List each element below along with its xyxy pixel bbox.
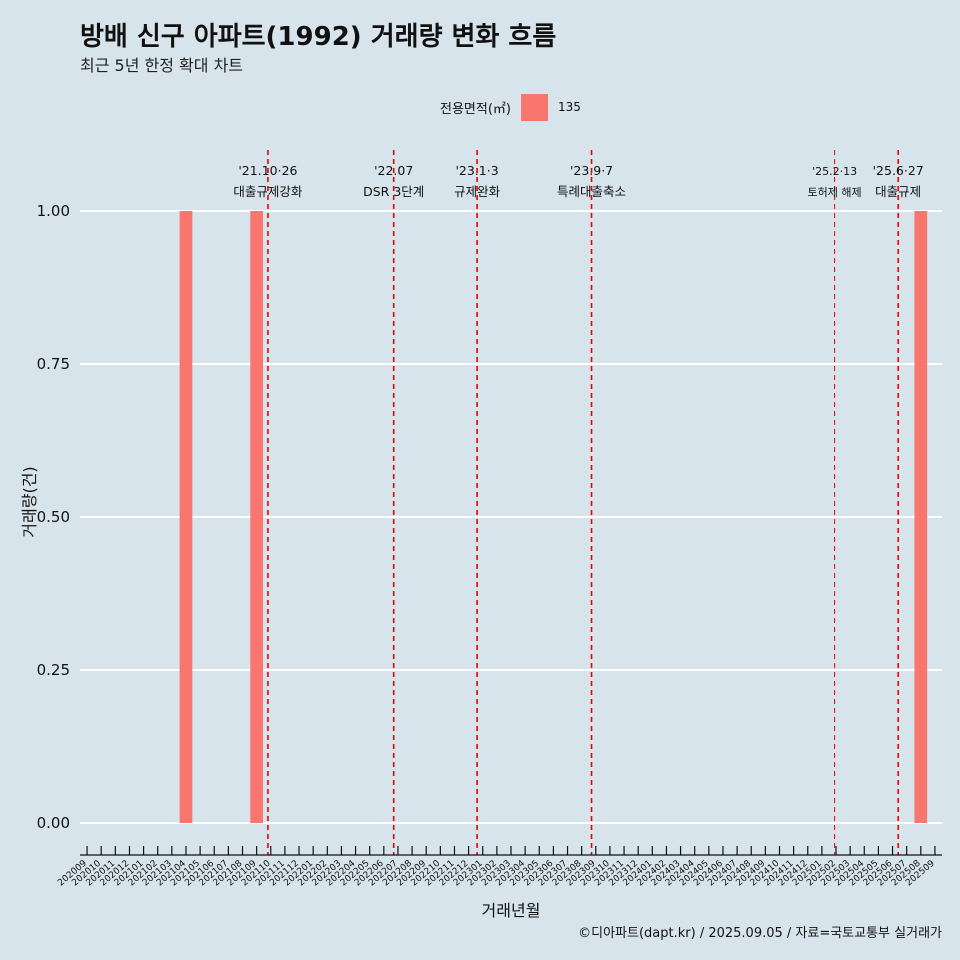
bar-202109	[250, 211, 263, 823]
bar-202104	[179, 211, 193, 823]
x-axis-label: 거래년월	[481, 901, 541, 920]
event-date-label: '21.10·26	[238, 163, 297, 178]
event-text-label: 대출규제	[875, 184, 921, 199]
event-text-label: 토허제 해제	[808, 185, 862, 199]
event-date-label: '23.1·3	[455, 163, 498, 178]
legend-entry-135: 135	[557, 100, 581, 114]
event-date-label: '23.9·7	[570, 163, 613, 178]
y-tick-label: 0.00	[37, 814, 70, 832]
y-axis-label: 거래량(건)	[20, 466, 39, 538]
event-date-label: '25.2·13	[812, 165, 857, 178]
y-tick-label: 1.00	[37, 202, 70, 220]
event-text-label: 특례대출축소	[557, 184, 626, 199]
chart-title: 방배 신구 아파트(1992) 거래량 변화 흐름	[80, 22, 557, 52]
y-tick-label: 0.75	[37, 355, 70, 373]
event-text-label: 규제완화	[454, 184, 501, 199]
bar-202508	[914, 211, 928, 823]
legend: 전용면적(㎡) 135	[440, 93, 581, 121]
y-tick-label: 0.50	[37, 508, 70, 526]
chart-subtitle: 최근 5년 한정 확대 차트	[80, 56, 244, 75]
y-tick-label: 0.25	[37, 661, 70, 679]
event-date-label: '22.07	[374, 163, 413, 178]
legend-title: 전용면적(㎡)	[440, 101, 511, 117]
event-text-label: DSR 3단계	[363, 184, 424, 199]
event-text-label: 대출규제강화	[233, 184, 303, 199]
legend-swatch	[520, 93, 548, 121]
event-date-label: '25.6·27	[873, 163, 924, 178]
source-caption: ©디아파트(dapt.kr) / 2025.09.05 / 자료=국토교통부 실…	[578, 926, 942, 941]
